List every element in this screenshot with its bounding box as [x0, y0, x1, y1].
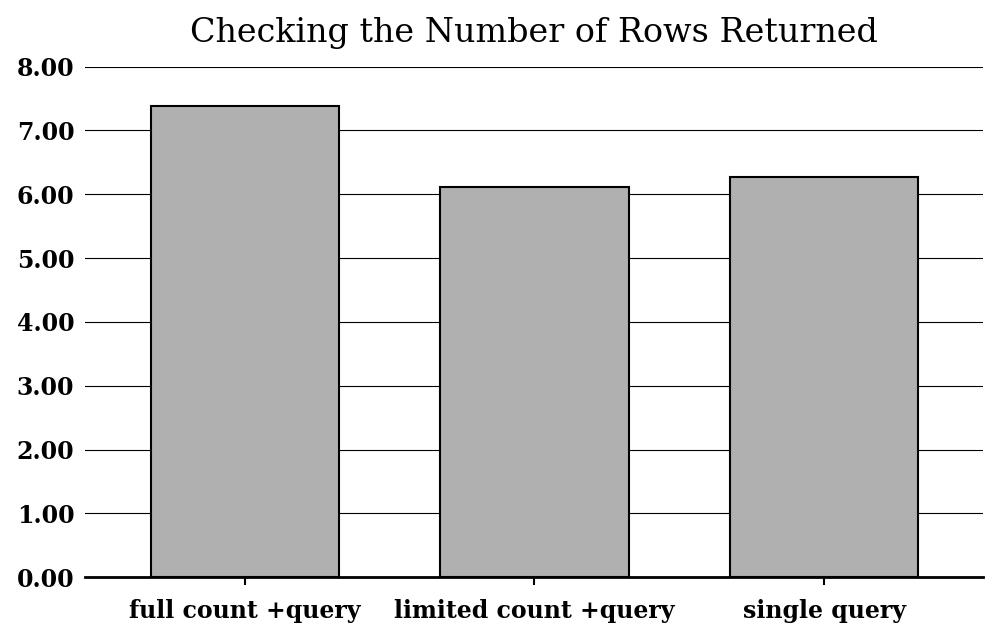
Bar: [730, 177, 918, 577]
Bar: [151, 106, 339, 577]
Title: Checking the Number of Rows Returned: Checking the Number of Rows Returned: [190, 17, 878, 49]
Bar: [440, 188, 629, 577]
